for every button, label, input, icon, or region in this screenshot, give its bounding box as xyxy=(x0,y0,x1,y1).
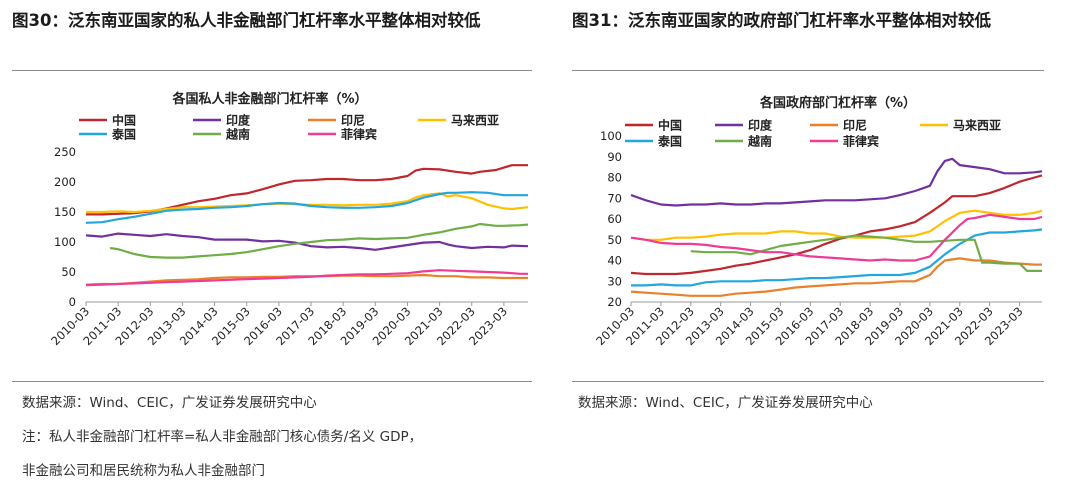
legend-label: 中国 xyxy=(112,113,136,128)
series-line-印度 xyxy=(85,232,529,251)
legend-label: 菲律宾 xyxy=(843,134,879,149)
figure-31-title: 图31：泛东南亚国家的政府部门杠杆率水平整体相对较低 xyxy=(572,11,991,30)
y-tick-label: 100 xyxy=(54,235,76,249)
figure-30-top-rule xyxy=(12,70,532,71)
legend-label: 印尼 xyxy=(341,114,365,128)
figure-31-source: 数据来源：Wind、CEIC，广发证券发展研究中心 xyxy=(578,395,873,411)
figure-30-title: 图30：泛东南亚国家的私人非金融部门杠杆率水平整体相对较低 xyxy=(12,11,481,30)
series-line-泰国 xyxy=(631,228,1043,287)
legend-label: 印度 xyxy=(748,118,773,133)
legend-label: 印度 xyxy=(226,113,251,128)
figure-30-source: 数据来源：Wind、CEIC，广发证券发展研究中心 xyxy=(22,395,317,411)
y-tick-label: 0 xyxy=(69,295,76,309)
figure-30-note-line-1: 注：私人非金融部门杠杆率=私人非金融部门核心债务/名义 GDP， xyxy=(22,429,423,445)
private-leverage-chart: 各国私人非金融部门杠杆率（%）0501001502002502010-03201… xyxy=(48,91,529,348)
legend-label: 越南 xyxy=(225,127,250,142)
legend-label: 泰国 xyxy=(111,127,136,142)
figure-30-bottom-rule xyxy=(12,381,532,382)
legend-label: 马来西亚 xyxy=(953,118,1001,133)
y-tick-label: 100 xyxy=(600,129,622,143)
y-tick-label: 250 xyxy=(54,145,76,159)
series-line-越南 xyxy=(690,234,1042,272)
government-leverage-chart: 各国政府部门杠杆率（%）20304050607080901002010-0320… xyxy=(593,95,1043,348)
legend-label: 菲律宾 xyxy=(341,127,377,142)
series-line-菲律宾 xyxy=(630,213,1043,262)
y-tick-label: 50 xyxy=(607,233,622,247)
y-tick-label: 20 xyxy=(607,295,622,309)
figure-31-top-rule xyxy=(572,70,1044,71)
legend-label: 马来西亚 xyxy=(451,113,499,128)
y-tick-label: 200 xyxy=(54,175,76,189)
legend-label: 印尼 xyxy=(843,119,867,133)
legend-label: 泰国 xyxy=(657,134,682,149)
y-tick-label: 40 xyxy=(607,254,622,268)
series-line-菲律宾 xyxy=(85,269,528,287)
y-tick-label: 30 xyxy=(607,274,622,288)
series-line-马来西亚 xyxy=(86,192,529,214)
series-line-泰国 xyxy=(85,191,528,224)
y-tick-label: 60 xyxy=(607,212,622,226)
y-tick-label: 150 xyxy=(54,205,76,219)
y-tick-label: 70 xyxy=(607,191,622,205)
y-tick-label: 50 xyxy=(61,265,76,279)
chart-title: 各国私人非金融部门杠杆率（%） xyxy=(171,91,367,107)
legend-label: 越南 xyxy=(747,134,772,149)
legend-label: 中国 xyxy=(658,118,682,133)
series-line-印度 xyxy=(630,157,1043,207)
y-tick-label: 80 xyxy=(607,171,622,185)
chart-title: 各国政府部门杠杆率（%） xyxy=(759,95,916,111)
figure-31-bottom-rule xyxy=(572,381,1044,382)
y-tick-label: 90 xyxy=(607,150,622,164)
series-line-印尼 xyxy=(630,257,1042,297)
series-line-越南 xyxy=(109,222,529,259)
figure-30-note-line-2: 非金融公司和居民统称为私人非金融部门 xyxy=(22,463,265,479)
